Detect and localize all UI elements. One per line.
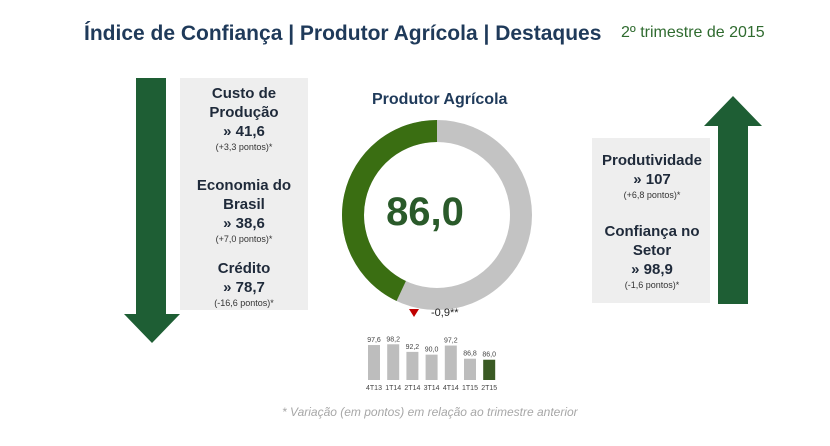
x-tick-label: 3T14 (424, 385, 440, 392)
highlight-economia-brasil: Economia do Brasil » 38,6 (+7,0 pontos)* (182, 176, 306, 245)
data-label: 98,2 (386, 336, 400, 343)
down-arrow-icon (124, 78, 180, 343)
data-label: 86,0 (482, 352, 496, 359)
highlight-name: Economia do Brasil (196, 177, 292, 213)
gauge-donut (342, 120, 532, 310)
down-triangle-icon (409, 309, 419, 317)
bar-1T15 (464, 358, 476, 380)
page-title: Índice de Confiança | Produtor Agrícola … (84, 22, 602, 45)
up-arrow-icon (704, 96, 762, 304)
highlight-change: (+7,0 pontos)* (215, 234, 273, 244)
bar-4T13 (368, 345, 380, 380)
bar-1T14 (387, 344, 400, 380)
bar-2T15 (483, 359, 496, 380)
highlight-custo-producao: Custo de Produção » 41,6 (+3,3 pontos)* (182, 84, 306, 153)
left-highlights-panel (180, 78, 308, 310)
x-tick-label: 4T13 (366, 385, 382, 392)
highlight-value: » 41,6 (223, 123, 265, 140)
right-highlights-panel (592, 138, 710, 303)
data-label: 97,6 (367, 337, 381, 344)
gauge-value: 86,0 (386, 190, 464, 234)
data-label: 97,2 (444, 338, 458, 345)
highlight-name: Custo de Produção (209, 85, 279, 121)
highlight-value: » 38,6 (223, 215, 265, 232)
highlight-value: » 78,7 (223, 279, 265, 296)
highlight-change: (+6,8 pontos)* (623, 190, 681, 200)
highlight-value: » 98,9 (631, 261, 673, 278)
gauge-value-arc (342, 120, 438, 301)
data-label: 86,8 (463, 351, 477, 358)
highlight-name: Produtividade (601, 152, 702, 169)
bar-4T14 (444, 345, 457, 380)
footnote: * Variação (em pontos) em relação ao tri… (282, 405, 578, 419)
data-label: 92,2 (406, 344, 420, 351)
bar-2T14 (406, 351, 419, 380)
x-tick-label: 1T14 (385, 385, 401, 392)
gauge-title: Produtor Agrícola (372, 91, 508, 108)
data-label: 90,0 (425, 347, 439, 354)
highlight-produtividade: Produtividade » 107 (+6,8 pontos)* (594, 151, 710, 201)
highlight-value: » 107 (633, 171, 671, 188)
period-label: 2º trimestre de 2015 (621, 24, 765, 41)
x-tick-label: 2T14 (404, 385, 420, 392)
highlight-credito: Crédito » 78,7 (-16,6 pontos)* (182, 259, 306, 309)
x-tick-label: 4T14 (443, 385, 459, 392)
highlight-confianca-setor: Confiança no Setor » 98,9 (-1,6 pontos)* (594, 222, 710, 291)
x-tick-label: 1T15 (462, 385, 478, 392)
highlight-name: Crédito (217, 260, 271, 277)
quarterly-bar-chart: 97,6 4T13 98,2 1T14 92,2 2T14 90,0 3T14 97,2 4T14… (366, 336, 497, 392)
bar-3T14 (425, 354, 438, 380)
x-tick-label: 2T15 (481, 385, 497, 392)
highlight-change: (-1,6 pontos)* (624, 280, 680, 290)
highlight-change: (+3,3 pontos)* (215, 142, 273, 152)
gauge-delta: -0,9** (431, 307, 459, 319)
highlight-name: Confiança no Setor (604, 223, 700, 259)
highlight-change: (-16,6 pontos)* (214, 298, 274, 308)
